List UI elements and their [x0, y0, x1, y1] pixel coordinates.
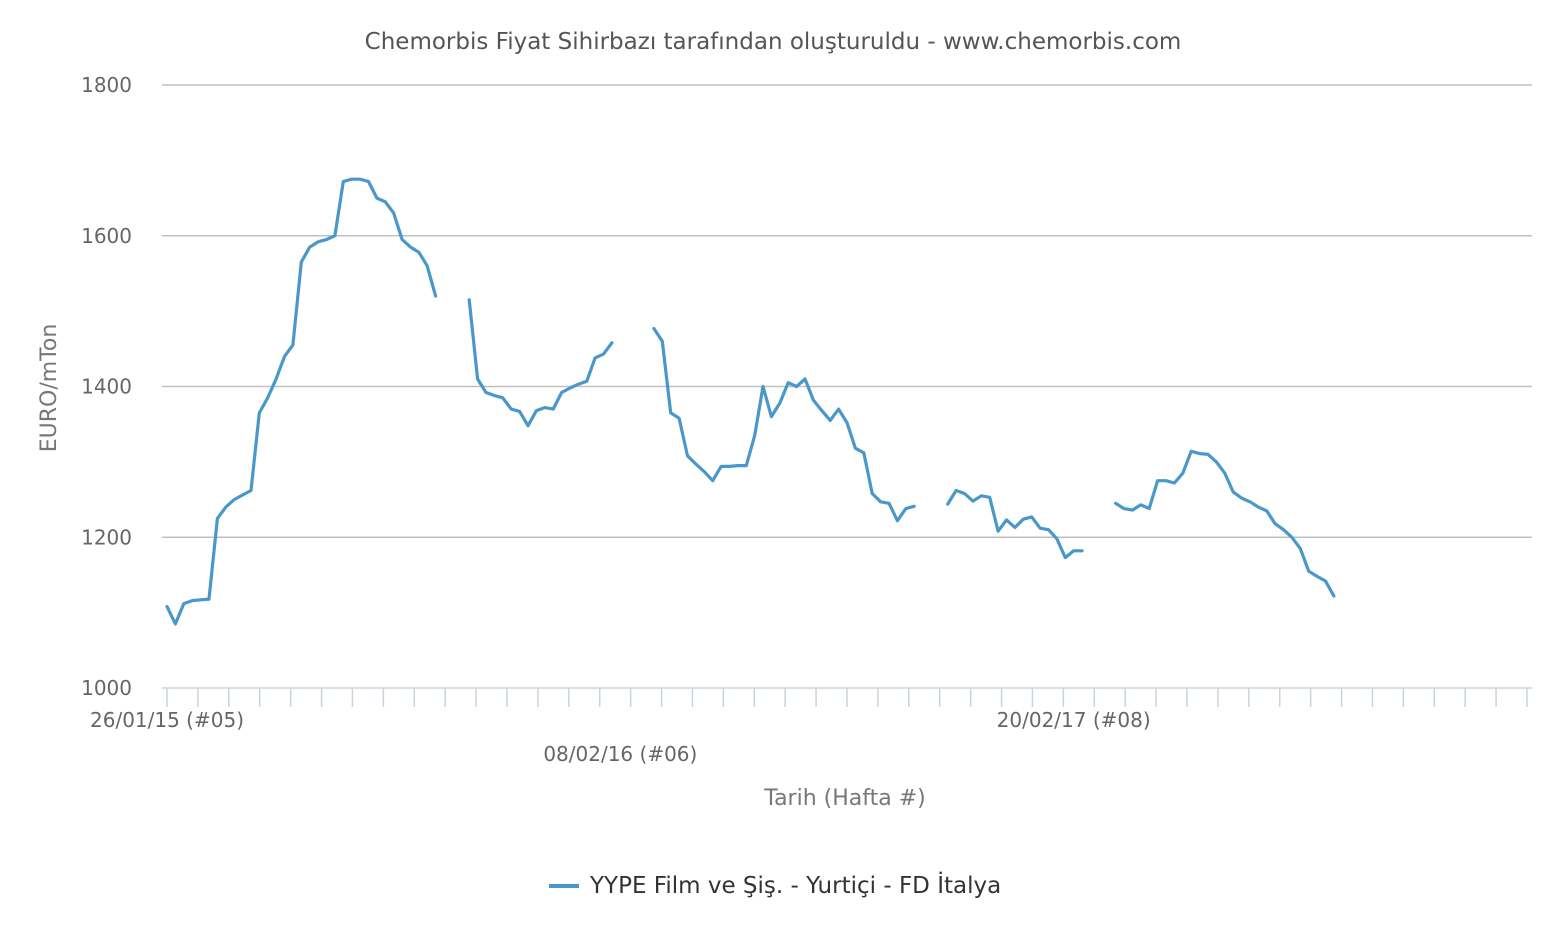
y-axis-ticks: 1000 1200 1400 1600 1800 — [81, 73, 132, 700]
series-segment — [165, 177, 438, 626]
x-tick-label: 08/02/16 (#06) — [543, 742, 697, 766]
y-tick-label: 1400 — [81, 375, 132, 399]
series-segment — [946, 488, 1084, 560]
x-tick-label: 26/01/15 (#05) — [90, 708, 244, 732]
series-line — [165, 177, 1336, 626]
legend-label: YYPE Film ve Şiş. - Yurtiçi - FD İtalya — [589, 871, 1001, 899]
series-segment — [1114, 449, 1336, 598]
gridlines — [162, 84, 1532, 538]
y-tick-label: 1200 — [81, 525, 132, 549]
x-axis: 26/01/15 (#05) 08/02/16 (#06) 20/02/17 (#0… — [90, 687, 1532, 766]
series-segment — [652, 326, 916, 523]
y-tick-label: 1000 — [81, 676, 132, 700]
y-tick-label: 1600 — [81, 224, 132, 248]
y-axis-label: EURO/mTon — [37, 324, 62, 453]
chart-title: Chemorbis Fiyat Sihirbazı tarafından olu… — [365, 29, 1182, 55]
x-tick-label: 20/02/17 (#08) — [997, 708, 1151, 732]
x-axis-label: Tarih (Hafta #) — [763, 786, 925, 811]
y-tick-label: 1800 — [81, 73, 132, 97]
legend[interactable]: YYPE Film ve Şiş. - Yurtiçi - FD İtalya — [549, 871, 1001, 899]
series-segment — [467, 298, 614, 428]
